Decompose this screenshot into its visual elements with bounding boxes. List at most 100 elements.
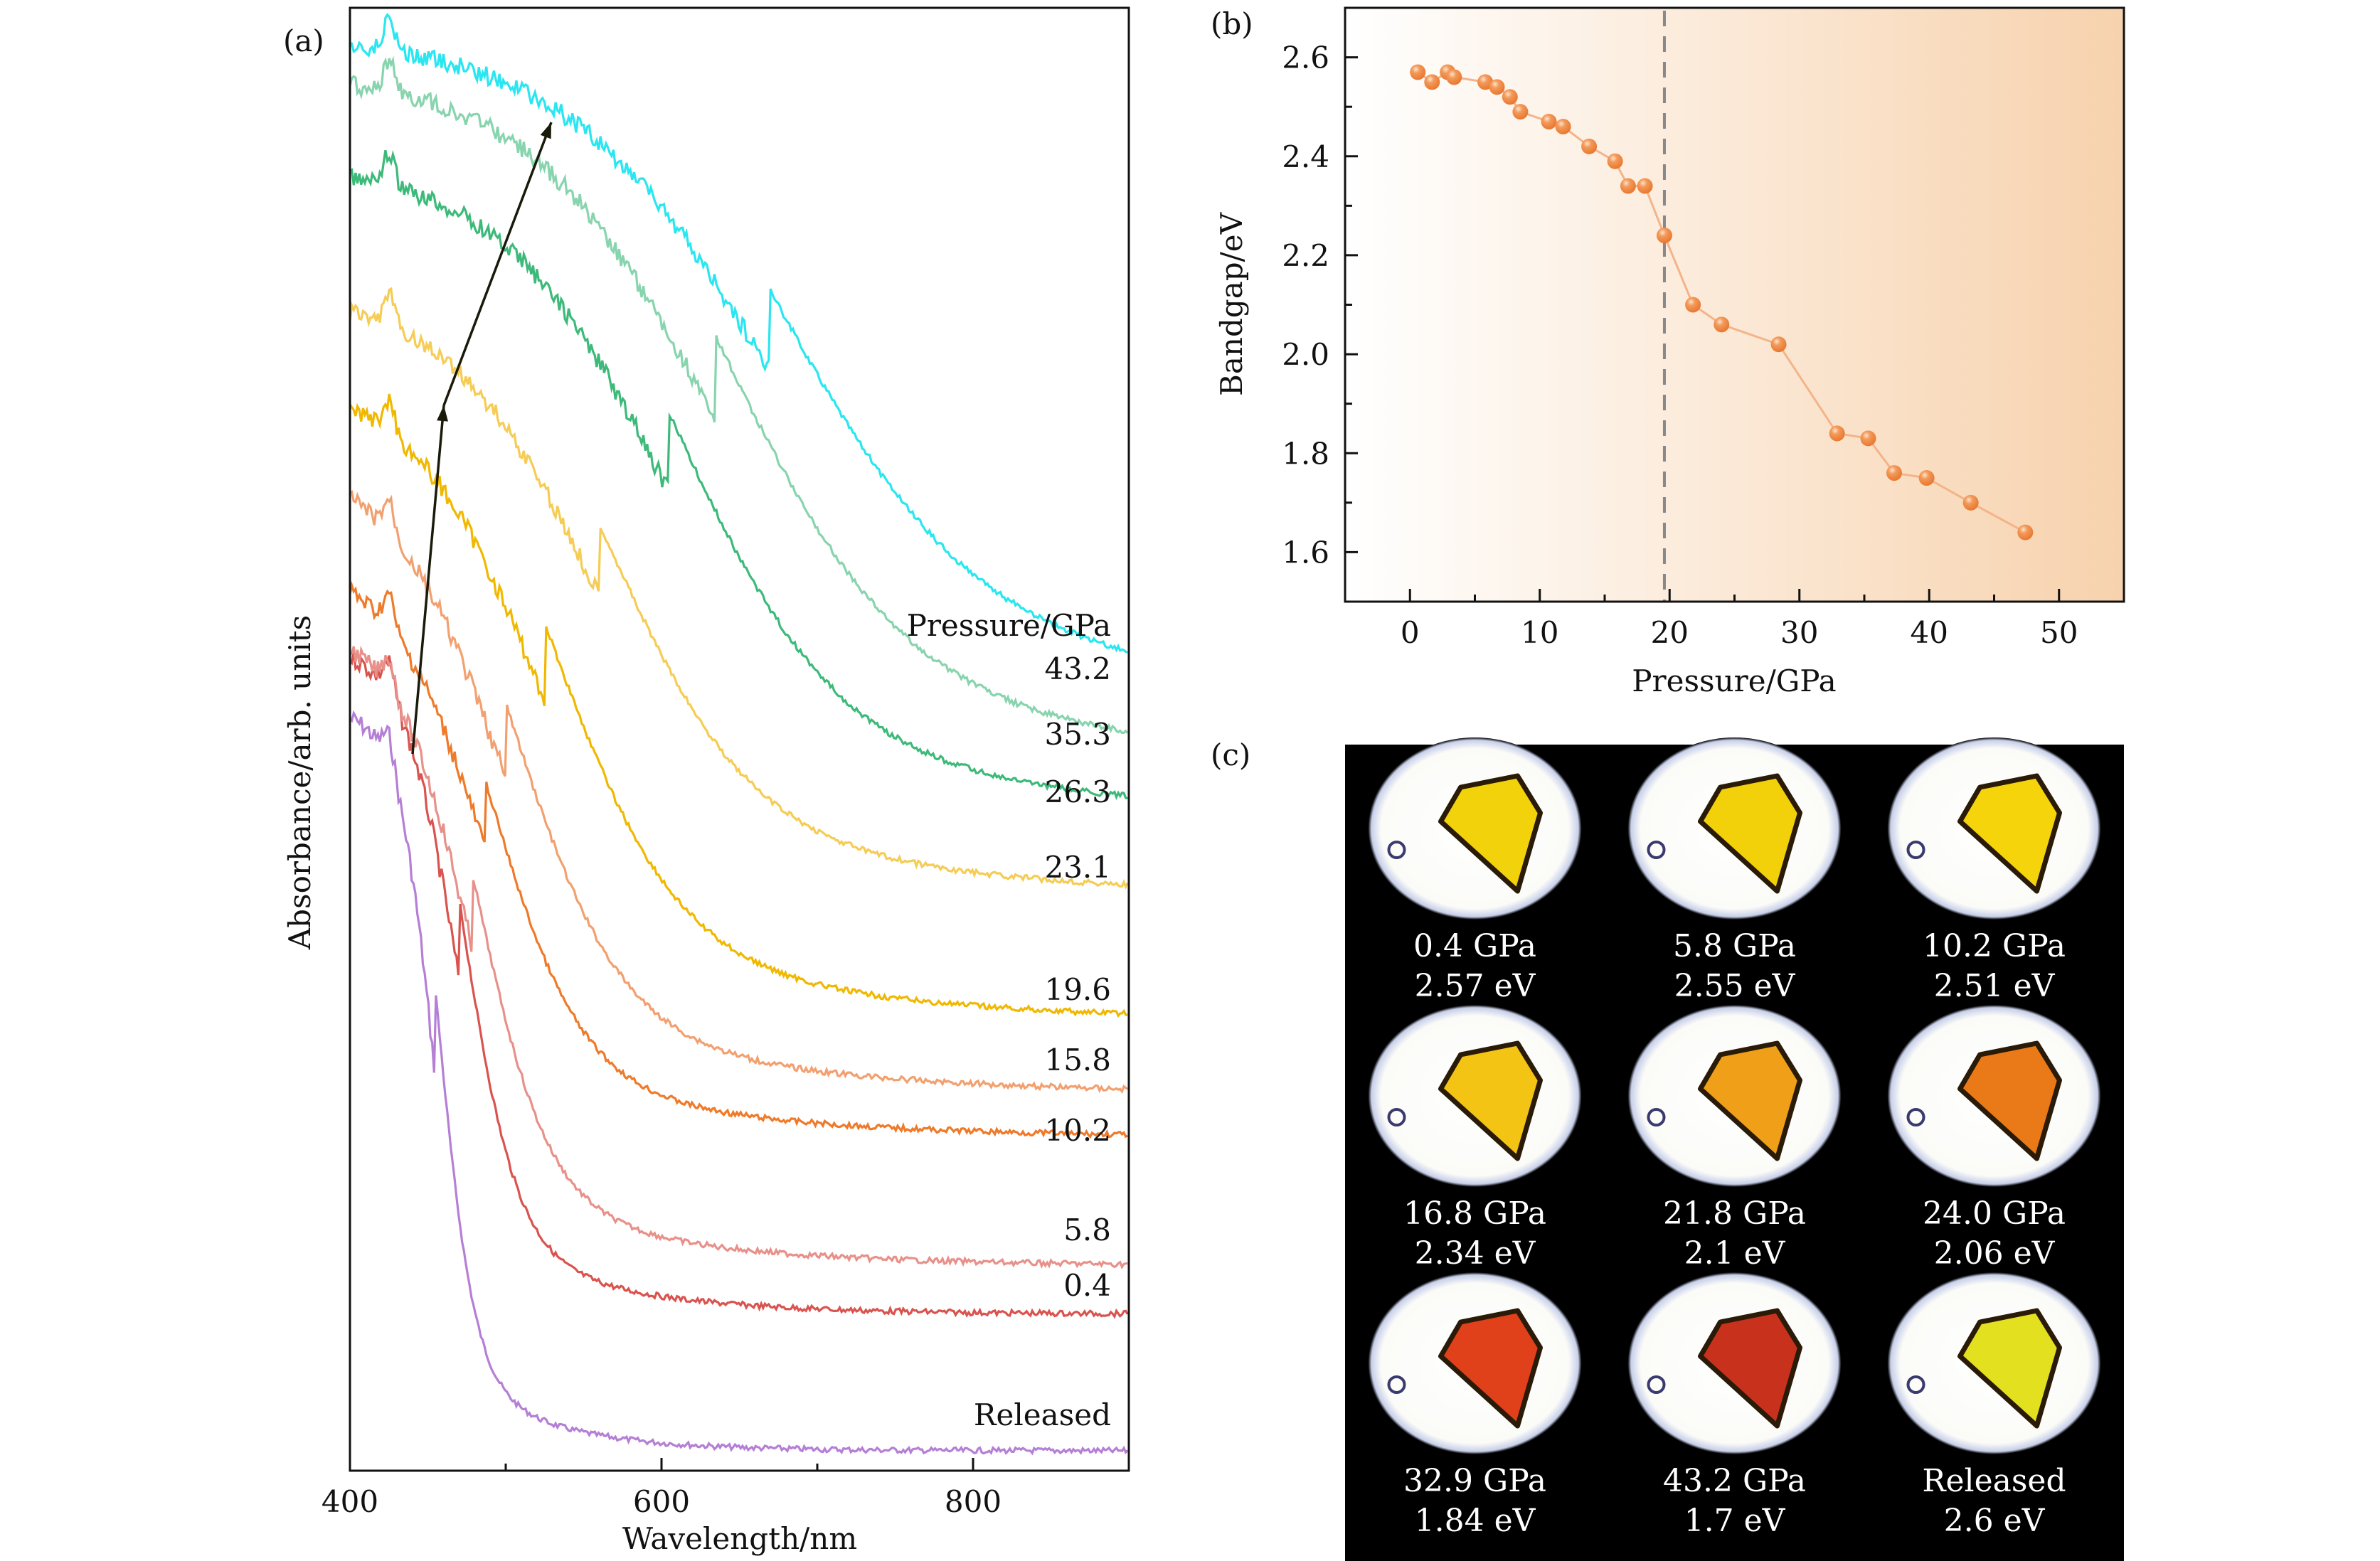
bandgap-point [1770,336,1787,353]
photo-cell: 43.2 GPa 1.7 eV [1627,1272,1842,1539]
ruby-marker [1647,841,1666,859]
curve-label-10-2: 10.2 [1044,1113,1111,1148]
curve-label-0-4: 0.4 [1063,1268,1111,1303]
crystal-sample [1438,773,1543,894]
panel-a-x-ticks: 400 600 800 [322,1458,1130,1519]
panel-a-y-axis-label: Absorbance/arb. units [282,615,317,950]
x-tick-label: 800 [945,1484,1002,1519]
photo-bandgap-label: 2.57 eV [1415,968,1536,1004]
ruby-marker [1387,841,1406,859]
crystal-sample [1698,1040,1802,1161]
bandgap-point [1620,178,1636,194]
absorbance-series-0-4 [350,651,1129,1319]
bandgap-point [1918,470,1935,486]
absorbance-series-23-1 [350,287,1129,890]
bandgap-point [1424,74,1440,90]
photo-cell: 10.2 GPa 2.51 eV [1887,737,2101,1004]
x-tick-label: 40 [1911,615,1948,650]
curve-label-43-2: 43.2 [1044,651,1111,686]
absorbance-series-15-8 [350,490,1129,1094]
bandgap-point [1962,494,1979,511]
curve-label-15-8: 15.8 [1044,1043,1111,1077]
x-tick-label: 10 [1521,615,1558,650]
crystal-sample [1957,1308,2062,1429]
curve-label-released: Released [974,1397,1111,1432]
photo-cell: 0.4 GPa 2.57 eV [1368,737,1582,1004]
photo-pressure-label: 5.8 GPa [1673,928,1796,964]
absorbance-series-43-2 [350,13,1128,654]
panel-c-label: (c) [1211,737,1250,772]
panel-c-photo-grid: (c) 0.4 GPa 2.57 eV 5.8 GPa 2.55 eV 10.2 GPa… [1211,737,2124,1561]
panel-b-x-axis-label: Pressure/GPa [1632,664,1836,698]
photo-bandgap-label: 2.06 eV [1934,1235,2056,1272]
absorbance-series-group [350,13,1129,1456]
photo-bandgap-label: 1.7 eV [1684,1503,1786,1539]
x-tick-label: 20 [1651,615,1689,650]
curve-label-35-3: 35.3 [1044,717,1111,752]
photo-pressure-label: 0.4 GPa [1413,928,1536,964]
ruby-marker [1906,1375,1925,1394]
y-tick-label: 2.4 [1282,139,1329,174]
curve-label-23-1: 23.1 [1044,850,1111,885]
panel-b-background [1345,8,2124,602]
bandgap-point [1512,104,1529,120]
photo-pressure-label: 10.2 GPa [1923,928,2066,964]
photo-pressure-label: 43.2 GPa [1663,1463,1806,1499]
curve-label-5-8: 5.8 [1063,1213,1111,1247]
absorbance-series-19-6 [350,393,1128,1018]
y-tick-label: 1.8 [1282,436,1329,471]
y-tick-label: 2.2 [1282,238,1329,273]
x-tick-label: 600 [633,1484,690,1519]
bandgap-point [2017,524,2034,540]
curve-label-26-3: 26.3 [1044,774,1111,809]
photo-pressure-label: 32.9 GPa [1403,1463,1546,1499]
y-tick-label: 2.6 [1282,41,1329,75]
photo-cell: 5.8 GPa 2.55 eV [1627,737,1842,1004]
bandgap-point [1489,79,1505,95]
bandgap-point [1555,119,1571,134]
photo-pressure-label: 24.0 GPa [1923,1195,2066,1232]
panel-b-x-ticks: 0 10 20 30 40 50 [1344,589,2125,650]
bandgap-point [1714,316,1730,333]
panel-a-frame [349,6,1130,1472]
absorbance-series-5-8 [350,645,1128,1269]
bandgap-point [1829,425,1845,442]
bandgap-point [1886,465,1902,481]
edge-arrow-low-pressure [411,405,445,755]
x-tick-label: 50 [2040,615,2078,650]
bandgap-point [1656,228,1672,244]
crystal-sample [1957,773,2062,894]
bandgap-point [1685,297,1701,313]
x-tick-label: 30 [1780,615,1818,650]
edge-shift-arrows [411,122,553,755]
ruby-marker [1906,1108,1925,1126]
y-tick-label: 2.0 [1282,337,1329,372]
legend-title: Pressure/GPa [907,608,1111,643]
x-tick-label: 0 [1401,615,1420,650]
panel-b-y-ticks: 1.6 1.8 2.0 2.2 2.4 2.6 [1282,6,1358,570]
crystal-sample [1438,1308,1543,1429]
panel-b-label: (b) [1211,6,1253,41]
pressure-curve-labels: Released 0.4 5.8 10.2 15.8 19.6 23.1 26.3 35.3 43… [974,651,1111,1432]
bandgap-point [1581,138,1598,154]
photo-cells: 0.4 GPa 2.57 eV 5.8 GPa 2.55 eV 10.2 GPa 2.51… [1368,737,2101,1539]
crystal-sample [1698,1308,1802,1429]
photo-pressure-label: Released [1922,1463,2066,1499]
panel-b-bandgap-chart: (b) 0 10 20 30 40 50 1.6 1.8 2.0 2.2 2.4 2.6 Press… [1211,6,2125,698]
bandgap-point [1502,89,1518,105]
photo-bandgap-label: 2.34 eV [1415,1235,1536,1272]
edge-arrow-high-pressure-head [540,122,551,139]
photo-bandgap-label: 2.51 eV [1934,968,2056,1004]
bandgap-point [1541,114,1557,130]
x-tick-label: 400 [322,1484,378,1519]
edge-arrow-low-pressure-head [437,405,449,422]
photo-pressure-label: 16.8 GPa [1403,1195,1546,1232]
photo-bandgap-label: 1.84 eV [1415,1503,1536,1539]
ruby-marker [1647,1375,1666,1394]
panel-a-absorbance-chart: (a) 400 600 800 Released 0.4 5.8 10.2 15.8 19.6… [282,6,1130,1556]
photo-cell: 32.9 GPa 1.84 eV [1368,1272,1582,1539]
photo-bandgap-label: 2.1 eV [1684,1235,1786,1272]
